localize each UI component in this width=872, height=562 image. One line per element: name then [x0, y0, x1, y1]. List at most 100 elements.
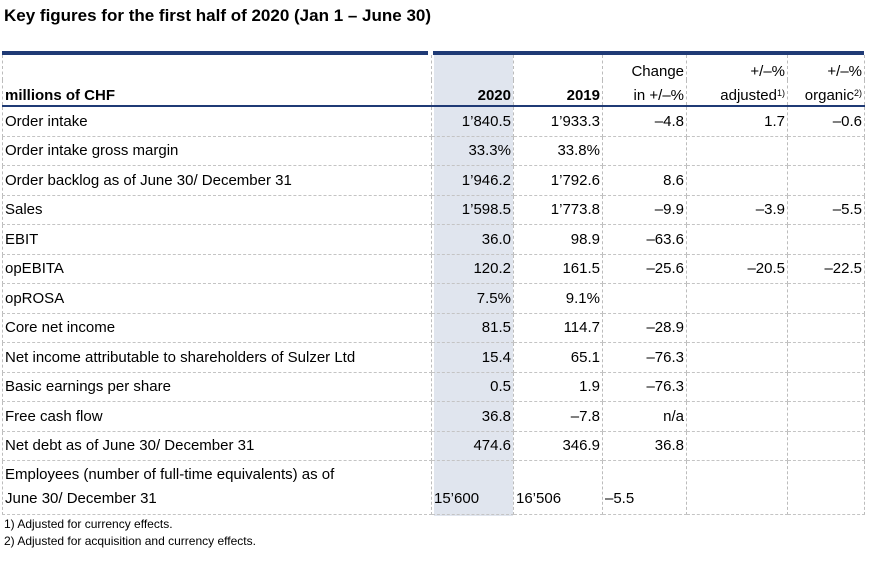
header-rule-right — [433, 51, 864, 55]
cell-organic — [787, 313, 865, 343]
header-2019: 2019 — [513, 80, 603, 107]
cell-adjusted — [686, 283, 788, 314]
key-figures-table: Change +/–% +/–% millions of CHF 2020 20… — [2, 55, 865, 515]
table-row: Free cash flow 36.8 –7.8 n/a — [2, 401, 865, 432]
header-adjusted-top: +/–% — [686, 55, 788, 80]
cell-organic — [787, 136, 865, 166]
cell-2020: 33.3% — [431, 136, 514, 166]
table-row: Basic earnings per share 0.5 1.9 –76.3 — [2, 372, 865, 402]
cell-adjusted — [686, 136, 788, 166]
cell-2020: 36.8 — [431, 401, 514, 432]
cell-change: –63.6 — [602, 224, 687, 255]
cell-2020: 474.6 — [431, 431, 514, 461]
cell-change: 36.8 — [602, 431, 687, 461]
cell-organic — [787, 224, 865, 255]
row-label: Net debt as of June 30/ December 31 — [2, 431, 432, 461]
cell-2019: 1.9 — [513, 372, 603, 402]
cell-2019: 33.8% — [513, 136, 603, 166]
header-unit-label: millions of CHF — [2, 80, 432, 107]
employees-2020: 15’600 — [431, 460, 514, 515]
cell-organic — [787, 283, 865, 314]
cell-change: 8.6 — [602, 165, 687, 196]
cell-2019: 1’792.6 — [513, 165, 603, 196]
row-label: Order intake gross margin — [2, 136, 432, 166]
row-label: Order intake — [2, 106, 432, 137]
row-label: opEBITA — [2, 254, 432, 284]
cell-2020: 120.2 — [431, 254, 514, 284]
cell-2020: 15.4 — [431, 342, 514, 373]
cell-organic — [787, 372, 865, 402]
header-row-top: Change +/–% +/–% — [2, 55, 865, 80]
row-label: Basic earnings per share — [2, 372, 432, 402]
cell-change: –9.9 — [602, 195, 687, 225]
header-adjusted-text: adjusted — [720, 87, 777, 104]
cell-change: –76.3 — [602, 342, 687, 373]
row-label: EBIT — [2, 224, 432, 255]
cell-adjusted: –3.9 — [686, 195, 788, 225]
page-title: Key figures for the first half of 2020 (… — [4, 6, 432, 25]
table-row: Order intake gross margin 33.3% 33.8% — [2, 136, 865, 166]
header-rule-left — [2, 51, 428, 55]
row-label: opROSA — [2, 283, 432, 314]
cell-2019: 98.9 — [513, 224, 603, 255]
cell-change: –25.6 — [602, 254, 687, 284]
table-row: Net income attributable to shareholders … — [2, 342, 865, 373]
cell-organic: –0.6 — [787, 106, 865, 137]
cell-adjusted — [686, 372, 788, 402]
table-row: Order backlog as of June 30/ December 31… — [2, 165, 865, 196]
cell-organic: –22.5 — [787, 254, 865, 284]
cell-adjusted — [686, 342, 788, 373]
footnote-ref-2: 2) — [853, 88, 862, 98]
header-organic-text: organic — [804, 87, 854, 104]
cell-2019: –7.8 — [513, 401, 603, 432]
cell-2020: 1’840.5 — [431, 106, 514, 137]
header-2020: 2020 — [431, 80, 514, 107]
footnote-1: 1) Adjusted for currency effects. — [4, 517, 173, 531]
cell-adjusted: –20.5 — [686, 254, 788, 284]
employees-organic — [787, 460, 865, 515]
table-row: Order intake 1’840.5 1’933.3 –4.8 1.7 –0… — [2, 106, 865, 137]
row-label: Net income attributable to shareholders … — [2, 342, 432, 373]
footnote-ref-1: 1) — [776, 88, 785, 98]
employees-adjusted — [686, 460, 788, 515]
employees-row: Employees (number of full-time equivalen… — [2, 460, 865, 515]
table-row: Sales 1’598.5 1’773.8 –9.9 –3.9 –5.5 — [2, 195, 865, 225]
cell-2019: 1’773.8 — [513, 195, 603, 225]
cell-adjusted — [686, 313, 788, 343]
cell-change: –28.9 — [602, 313, 687, 343]
row-label: Order backlog as of June 30/ December 31 — [2, 165, 432, 196]
employees-change: –5.5 — [602, 460, 687, 515]
footnote-2: 2) Adjusted for acquisition and currency… — [4, 534, 256, 548]
cell-change: n/a — [602, 401, 687, 432]
cell-adjusted — [686, 401, 788, 432]
cell-change: –4.8 — [602, 106, 687, 137]
header-organic-bottom: organic2) — [787, 80, 865, 107]
cell-2020: 36.0 — [431, 224, 514, 255]
cell-adjusted — [686, 165, 788, 196]
employees-2019: 16’506 — [513, 460, 603, 515]
cell-organic — [787, 401, 865, 432]
table-row: opEBITA 120.2 161.5 –25.6 –20.5 –22.5 — [2, 254, 865, 284]
cell-change — [602, 136, 687, 166]
employees-label-line1: Employees (number of full-time equivalen… — [5, 466, 335, 483]
cell-2019: 65.1 — [513, 342, 603, 373]
cell-organic — [787, 431, 865, 461]
cell-2019: 161.5 — [513, 254, 603, 284]
cell-organic — [787, 165, 865, 196]
header-adjusted-bottom: adjusted1) — [686, 80, 788, 107]
cell-adjusted — [686, 431, 788, 461]
cell-2020: 1’598.5 — [431, 195, 514, 225]
cell-change — [602, 283, 687, 314]
table-row: opROSA 7.5% 9.1% — [2, 283, 865, 314]
cell-change: –76.3 — [602, 372, 687, 402]
cell-adjusted — [686, 224, 788, 255]
cell-2020: 1’946.2 — [431, 165, 514, 196]
header-change-bottom: in +/–% — [602, 80, 687, 107]
table-row: EBIT 36.0 98.9 –63.6 — [2, 224, 865, 255]
cell-2019: 346.9 — [513, 431, 603, 461]
cell-2020: 0.5 — [431, 372, 514, 402]
row-label: Core net income — [2, 313, 432, 343]
employees-label-line2: June 30/ December 31 — [5, 490, 157, 507]
cell-2020: 81.5 — [431, 313, 514, 343]
row-label: Sales — [2, 195, 432, 225]
